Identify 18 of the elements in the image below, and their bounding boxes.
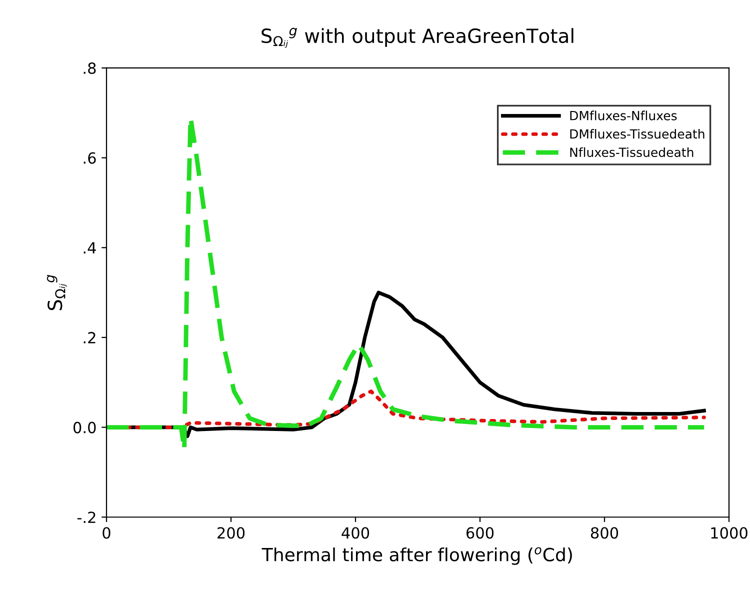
x-tick-label: 200 <box>218 527 245 539</box>
y-tick-label: -.2 <box>77 512 96 523</box>
x-tick-label: 400 <box>342 527 370 539</box>
x-tick-label: 1000 <box>711 527 748 539</box>
y-axis-title: S$_{Ωᵢⱼ}$$^{g}$ <box>46 274 67 310</box>
legend-label: Nfluxes-Tissuedeath <box>570 147 694 158</box>
y-tick-label: 0.0 <box>73 422 96 434</box>
legend-label: DMfluxes-Tissuedeath <box>570 129 704 139</box>
x-tick-label: 0 <box>102 527 110 539</box>
y-tick-label: .8 <box>84 62 96 74</box>
chart-title: S$_{Ωᵢⱼ}$$^{g}$ with output AreaGreenTotal <box>262 28 574 48</box>
x-axis-title: Thermal time after flowering ($^{o}$Cd) <box>262 547 572 565</box>
x-tick-label: 800 <box>590 527 618 539</box>
y-tick-label: .4 <box>84 242 96 254</box>
legend-label: DMfluxes-Nfluxes <box>570 110 677 120</box>
x-tick-label: 600 <box>466 527 494 539</box>
y-tick-label: .2 <box>84 332 96 344</box>
y-tick-label: .6 <box>84 152 96 164</box>
